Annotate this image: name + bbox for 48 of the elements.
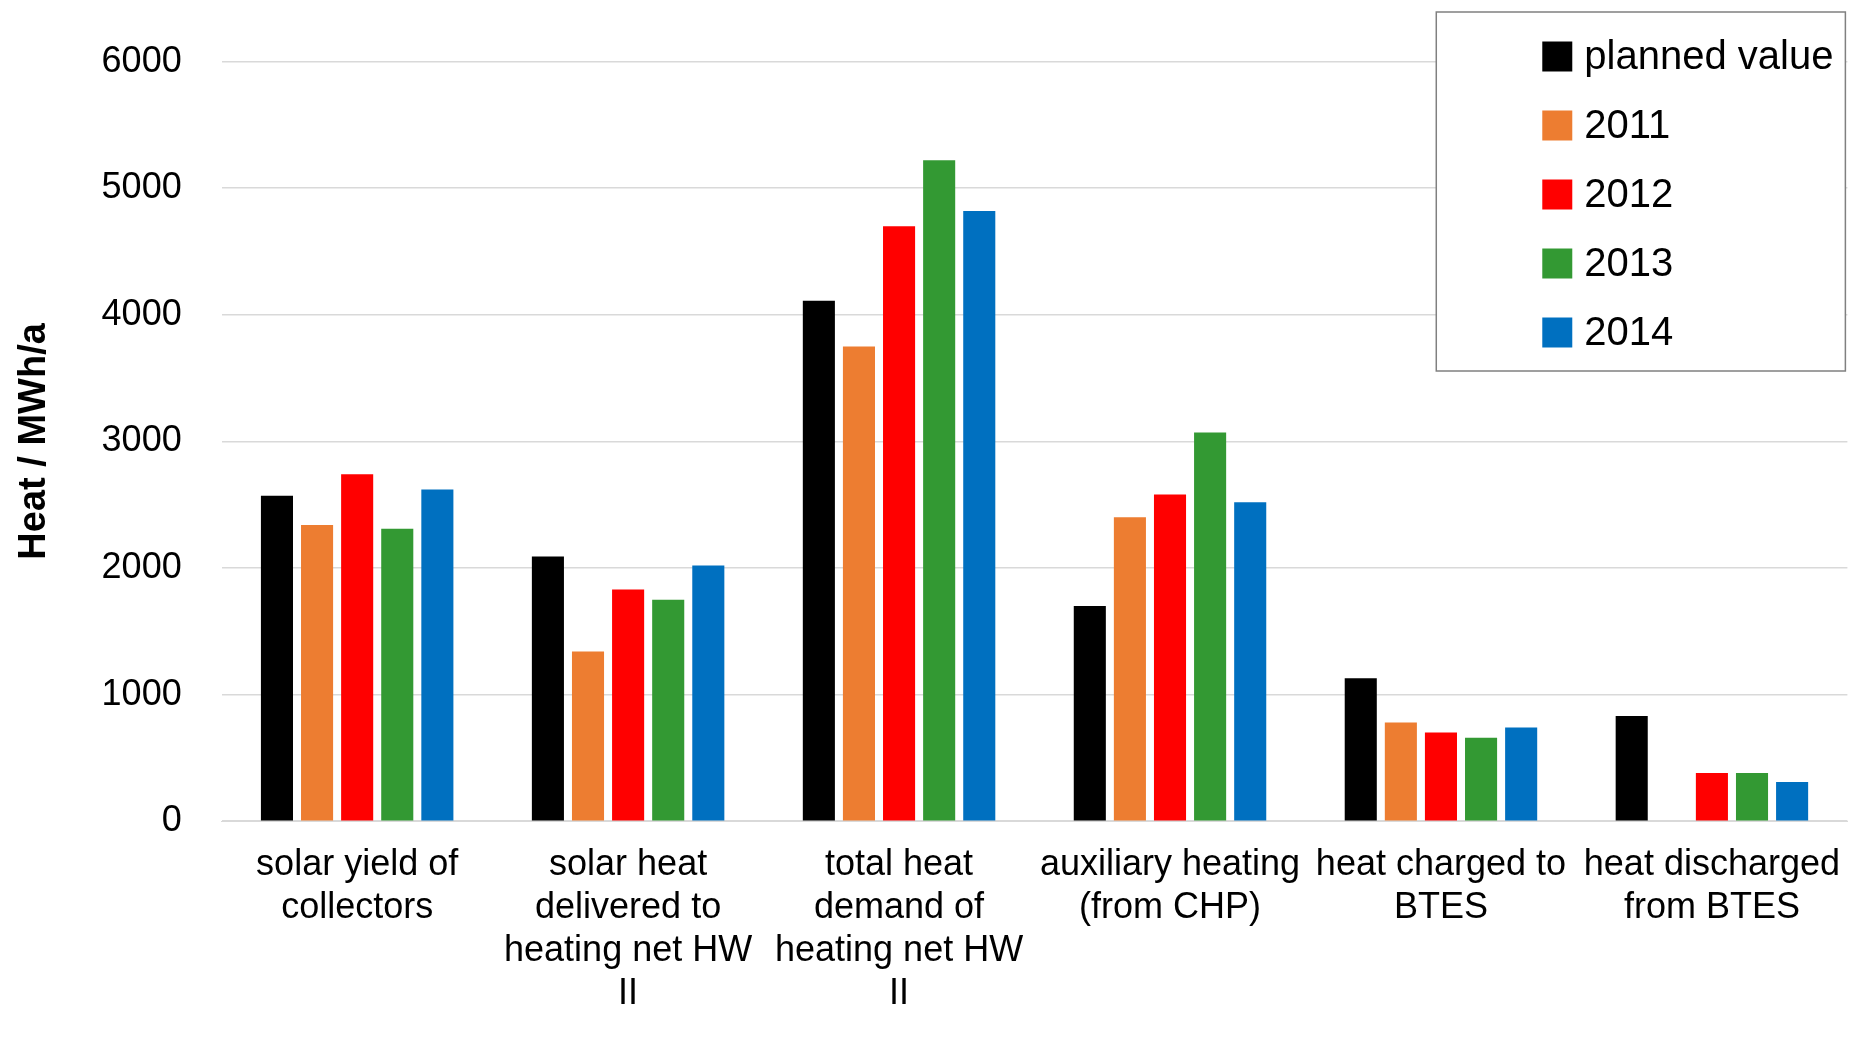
bar [1194, 432, 1227, 821]
bar [301, 524, 334, 821]
x-tick-label: auxiliary heating (from CHP) [1039, 841, 1301, 926]
bar [1384, 722, 1417, 821]
bar [692, 565, 725, 821]
y-tick-label: 2000 [101, 544, 182, 586]
bar [421, 489, 454, 821]
legend-label: 2012 [1584, 170, 1674, 215]
bar [1424, 732, 1457, 821]
bar [260, 495, 293, 821]
legend-label: 2011 [1584, 101, 1671, 146]
bar [1695, 773, 1728, 821]
bar [883, 226, 916, 821]
x-tick-label: total heat demand of heating net HW II [774, 841, 1024, 1013]
bar [1465, 737, 1498, 821]
x-tick-label: heat discharged from BTES [1583, 841, 1840, 926]
y-axis-title: Heat / MWh/a [11, 322, 54, 560]
bar [1776, 781, 1809, 821]
bar [802, 300, 835, 821]
bar [1735, 773, 1769, 821]
x-tick-label: heat charged to BTES [1315, 841, 1567, 926]
y-tick-label: 5000 [101, 165, 182, 207]
bar [1234, 502, 1267, 821]
bar [1615, 716, 1648, 821]
bar [531, 556, 564, 821]
x-tick-label: solar heat delivered to heating net HW II [504, 841, 753, 1013]
x-tick-label: solar yield of collectors [256, 841, 460, 926]
bar [963, 210, 996, 821]
y-tick-label: 6000 [101, 38, 182, 80]
legend-label: 2013 [1584, 239, 1674, 284]
y-tick-label: 3000 [101, 418, 182, 460]
bar [1344, 678, 1377, 821]
bar [1505, 727, 1538, 821]
bar [1113, 517, 1146, 821]
bar [652, 599, 685, 821]
legend-label: 2014 [1584, 308, 1674, 353]
y-tick-label: 0 [161, 798, 182, 840]
bar [571, 651, 605, 821]
bar [842, 346, 875, 821]
bar [1073, 605, 1106, 821]
y-tick-label: 4000 [101, 291, 182, 333]
legend-label: planned value [1584, 32, 1834, 77]
y-tick-label: 1000 [101, 671, 182, 713]
bar [1153, 494, 1187, 821]
bar [341, 474, 374, 821]
bar [923, 160, 956, 821]
bar [612, 589, 645, 821]
bar [381, 528, 414, 821]
